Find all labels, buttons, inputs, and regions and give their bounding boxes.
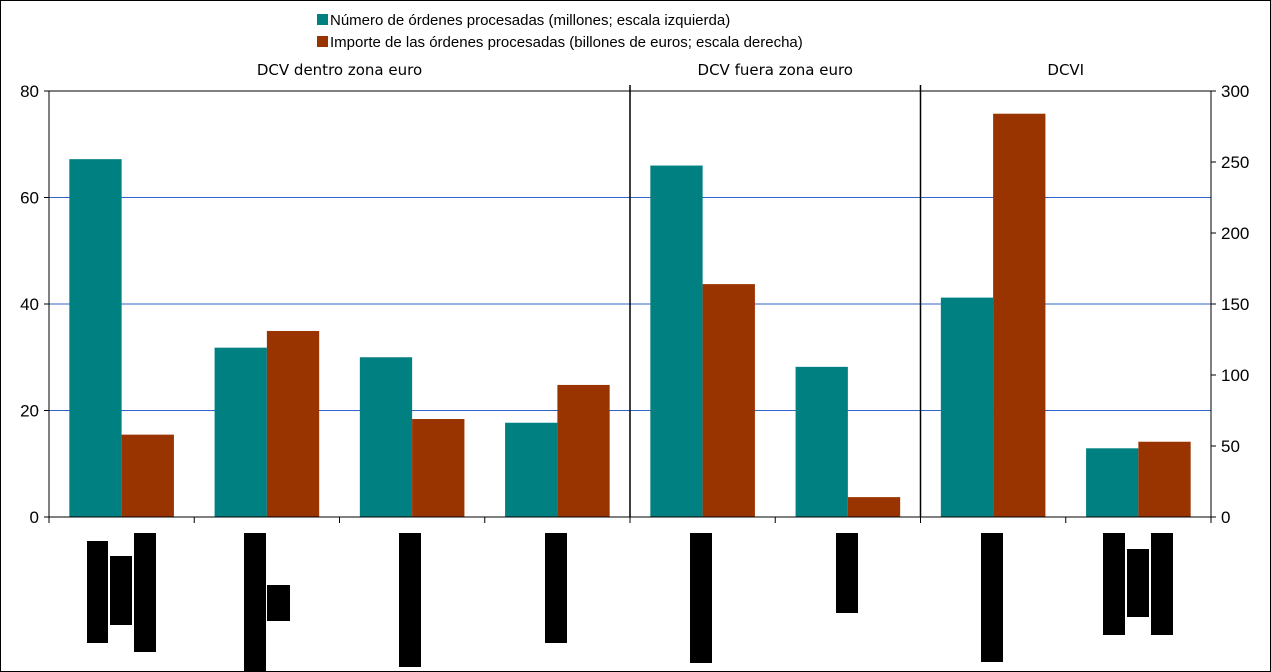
bar-orders-4 [505, 422, 558, 517]
left-tick-label-1: 20 [20, 402, 39, 421]
redacted-category-label-8-3 [1151, 533, 1173, 635]
redacted-category-label-3-1 [399, 533, 421, 667]
bar-amount-1 [121, 434, 174, 517]
left-tick-label-0: 0 [30, 508, 39, 527]
redacted-category-label-2-1 [244, 533, 266, 671]
bar-amount-2 [266, 330, 320, 517]
right-tick-label-0: 0 [1221, 508, 1230, 527]
right-tick-label-4: 200 [1221, 224, 1249, 243]
redacted-category-label-8-1 [1103, 533, 1125, 635]
bar-orders-8 [1086, 448, 1139, 517]
redacted-category-label-2-2 [267, 585, 290, 621]
redacted-category-label-1-1 [87, 541, 108, 643]
right-tick-label-1: 50 [1221, 437, 1240, 456]
redacted-category-label-5-1 [690, 533, 712, 663]
redacted-category-label-1-2 [110, 556, 132, 625]
bar-orders-2 [214, 347, 267, 517]
left-tick-label-3: 60 [20, 189, 39, 208]
left-tick-label-2: 40 [20, 295, 39, 314]
legend-swatch-1 [317, 14, 328, 25]
legend-label-1: Número de órdenes procesadas (millones; … [330, 12, 730, 29]
bar-amount-7 [993, 113, 1046, 517]
bar-orders-6 [795, 366, 848, 517]
redacted-category-label-6-1 [836, 533, 858, 613]
redacted-category-label-1-3 [134, 533, 156, 652]
redacted-category-label-4-1 [545, 533, 567, 643]
left-tick-label-4: 80 [20, 82, 39, 101]
right-tick-label-2: 100 [1221, 366, 1249, 385]
legend-swatch-2 [317, 36, 328, 47]
bar-orders-3 [359, 357, 413, 517]
right-tick-label-6: 300 [1221, 82, 1249, 101]
bar-orders-7 [940, 297, 994, 517]
redacted-category-label-8-2 [1127, 549, 1149, 617]
redacted-category-label-7-1 [981, 533, 1003, 662]
right-tick-label-5: 250 [1221, 153, 1249, 172]
group-label-1: DCV dentro zona euro [257, 61, 422, 79]
bar-amount-4 [557, 384, 610, 517]
bar-orders-1 [69, 159, 122, 517]
bar-amount-3 [412, 419, 465, 517]
bar-amount-8 [1138, 441, 1191, 517]
legend-label-2: Importe de las órdenes procesadas (billo… [330, 34, 803, 51]
group-label-2: DCV fuera zona euro [698, 61, 853, 79]
bar-orders-5 [650, 165, 703, 518]
group-label-3: DCVI [1047, 61, 1084, 79]
bar-amount-5 [702, 284, 755, 517]
bar-amount-6 [847, 497, 901, 517]
right-tick-label-3: 150 [1221, 295, 1249, 314]
